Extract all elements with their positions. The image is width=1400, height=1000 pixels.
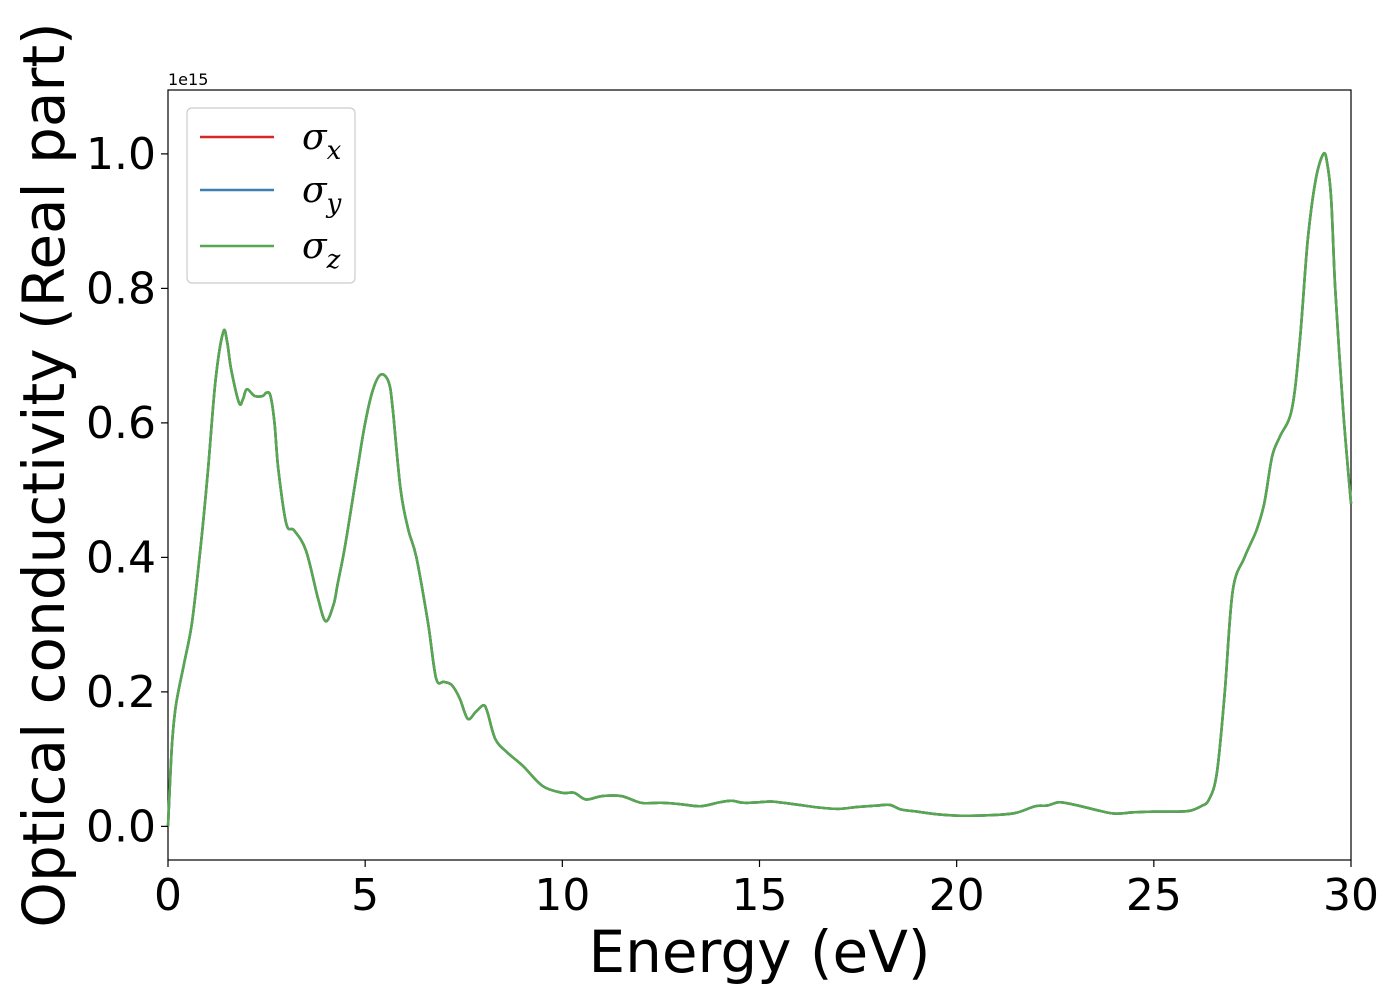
x-tick-label: 25 xyxy=(1126,870,1182,921)
y-tick-label: 0.8 xyxy=(86,263,156,314)
series-layer xyxy=(166,151,1353,827)
y-tick-label: 0.4 xyxy=(86,532,156,583)
y-tick-label: 0.2 xyxy=(86,667,156,718)
x-axis-title: Energy (eV) xyxy=(588,918,930,986)
x-tick-label: 30 xyxy=(1323,870,1379,921)
legend-box xyxy=(186,107,356,284)
legend-label-y: σy xyxy=(302,170,342,219)
plot-area: 0 5 10 15 20 25 30 0.0 0.2 0.4 0.6 0.8 1.0 xyxy=(86,89,1379,921)
series-line-z xyxy=(166,151,1353,827)
y-tick-label: 0.0 xyxy=(86,801,156,852)
x-tick-label: 0 xyxy=(154,870,182,921)
y-tick-label: 1.0 xyxy=(86,129,156,180)
x-axis-ticks: 0 5 10 15 20 25 30 xyxy=(154,860,1379,921)
x-tick-label: 20 xyxy=(929,870,985,921)
y-offset-label: 1e15 xyxy=(168,70,208,89)
legend-label-z: σz xyxy=(302,226,341,275)
x-tick-label: 15 xyxy=(732,870,788,921)
y-axis-title: Optical conductivity (Real part) xyxy=(10,22,78,927)
x-tick-label: 5 xyxy=(351,870,379,921)
y-axis-ticks: 0.0 0.2 0.4 0.6 0.8 1.0 xyxy=(86,129,168,852)
x-tick-label: 10 xyxy=(534,870,590,921)
legend-label-x: σx xyxy=(302,117,342,166)
y-tick-label: 0.6 xyxy=(86,398,156,449)
